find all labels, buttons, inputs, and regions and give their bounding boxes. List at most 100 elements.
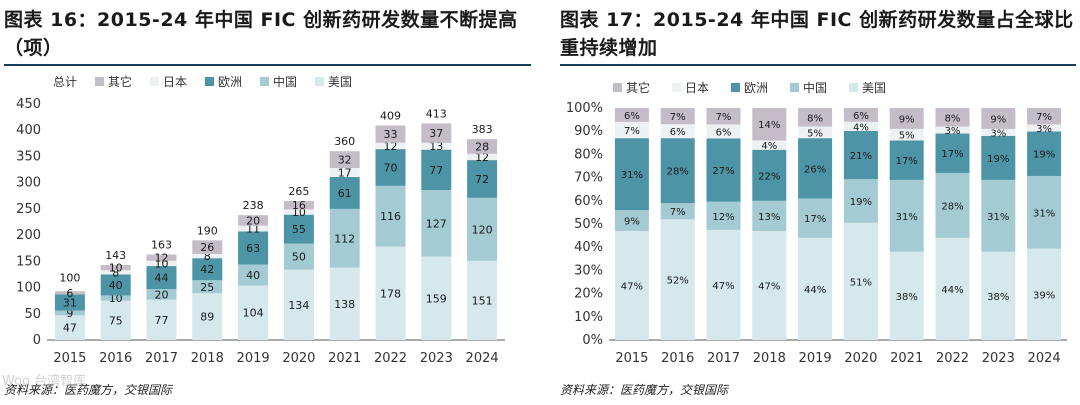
right-bar-europe [1027,131,1062,176]
left-data-label-other: 37 [429,127,443,140]
left-stacked-bar-chart: 总计 其它 日本 欧洲 中国 美国 0 50 100 150 200 250 300 350 400 450 4… [16,74,505,366]
right-data-label-europe: 22% [758,171,780,182]
left-data-label-europe: 42 [200,263,214,276]
right-data-label-europe: 17% [941,149,963,160]
right-bar-japan [614,121,649,139]
right-data-label-other: 6% [624,111,640,122]
right-data-label-china: 9% [624,217,640,228]
right-legend-swatch-other [613,83,622,92]
right-x-tick-label: 2021 [890,351,923,366]
right-data-label-china: 31% [987,212,1009,223]
right-x-tick-label: 2016 [661,351,694,366]
left-bar-china [375,185,406,247]
left-data-label-other: 16 [292,199,306,212]
left-bar-europe [375,149,406,186]
left-x-tick-label: 2023 [420,351,453,366]
right-data-label-usa: 44% [804,285,826,296]
left-bar-china [100,295,131,301]
right-data-label-usa: 47% [621,281,643,292]
left-bar-europe [100,274,131,296]
left-bar-europe [146,266,177,290]
left-data-label-china: 9 [66,307,73,320]
right-data-label-europe: 26% [804,164,826,175]
right-x-tick-label: 2024 [1028,351,1061,366]
left-bar-other [54,291,85,295]
left-data-label-usa: 178 [380,287,401,300]
right-data-label-japan: 4% [761,141,777,152]
left-bar-china [421,190,452,257]
left-data-label-japan: 8 [204,250,211,263]
right-bar-japan [706,124,741,139]
left-data-label-china: 25 [200,281,214,294]
left-data-label-europe: 31 [63,297,77,310]
left-data-label-other: 26 [200,241,214,254]
left-bar-china [192,280,223,294]
left-bar-china [238,264,269,286]
right-data-label-europe: 17% [896,156,918,167]
left-data-label-china: 50 [292,251,306,264]
right-data-label-china: 17% [804,214,826,225]
left-bar-europe [283,214,314,244]
left-bar-japan [238,225,269,232]
left-data-label-europe: 63 [246,242,260,255]
right-legend-label-europe: 欧洲 [744,81,768,95]
left-bar-usa [146,299,177,340]
right-data-label-europe: 27% [712,166,734,177]
right-bar-usa [1027,248,1062,340]
right-data-label-other: 7% [670,112,686,123]
left-bar-china [283,243,314,270]
left-legend-swatch-usa [315,77,324,86]
left-bar-europe [238,231,269,265]
right-legend-swatch-usa [849,83,858,92]
left-data-label-usa: 89 [200,311,214,324]
left-total-label: 413 [426,107,447,120]
left-data-label-usa: 77 [155,314,169,327]
left-y-tick-label: 50 [24,307,41,322]
right-bar-other [981,108,1016,129]
left-legend-label-usa: 美国 [328,75,352,89]
left-legend-label-europe: 欧洲 [218,75,242,89]
right-bar-other [798,108,833,127]
right-bar-japan [660,124,695,139]
left-chart-panel: 图表 16：2015-24 年中国 FIC 创新药研发数量不断提高（项） 总计 其… [0,0,535,405]
left-y-tick-label: 400 [16,123,41,138]
right-y-tick-label: 60% [574,194,603,209]
right-bar-europe [660,138,695,204]
right-data-label-europe: 21% [850,151,872,162]
left-data-label-other: 6 [66,287,73,300]
left-legend-label-total: 总计 [53,75,77,89]
right-bar-usa [843,222,878,340]
right-data-label-china: 7% [670,207,686,218]
left-total-label: 265 [288,185,309,198]
left-legend-label-other: 其它 [108,74,132,89]
left-total-label: 190 [197,224,218,237]
right-bar-europe [614,138,649,211]
left-x-tick-label: 2024 [466,351,499,366]
left-bar-usa [283,269,314,340]
right-data-label-europe: 31% [621,170,643,181]
right-bar-japan [981,128,1016,136]
left-legend-swatch-china [260,77,269,86]
left-bar-japan [146,260,177,267]
right-bar-usa [752,230,787,340]
right-data-label-usa: 52% [667,276,689,287]
left-bar-other [421,123,452,143]
right-x-tick-label: 2017 [707,351,740,366]
left-data-label-japan: 12 [384,140,398,153]
right-data-label-other: 9% [990,114,1006,125]
right-data-label-japan: 5% [807,128,823,139]
left-bar-japan [283,209,314,215]
right-bar-other [889,108,924,129]
right-x-tick-label: 2022 [936,351,969,366]
left-data-label-usa: 75 [109,314,123,327]
right-x-tick-label: 2015 [615,351,648,366]
left-data-label-europe: 44 [155,272,169,285]
right-data-label-japan: 3% [945,126,961,137]
right-legend-swatch-china [790,83,799,92]
right-data-label-usa: 38% [896,292,918,303]
left-data-label-other: 32 [338,154,352,167]
left-data-label-europe: 61 [338,187,352,200]
right-y-tick-label: 70% [574,171,603,186]
right-bar-china [798,198,833,238]
left-x-tick-label: 2019 [237,351,270,366]
